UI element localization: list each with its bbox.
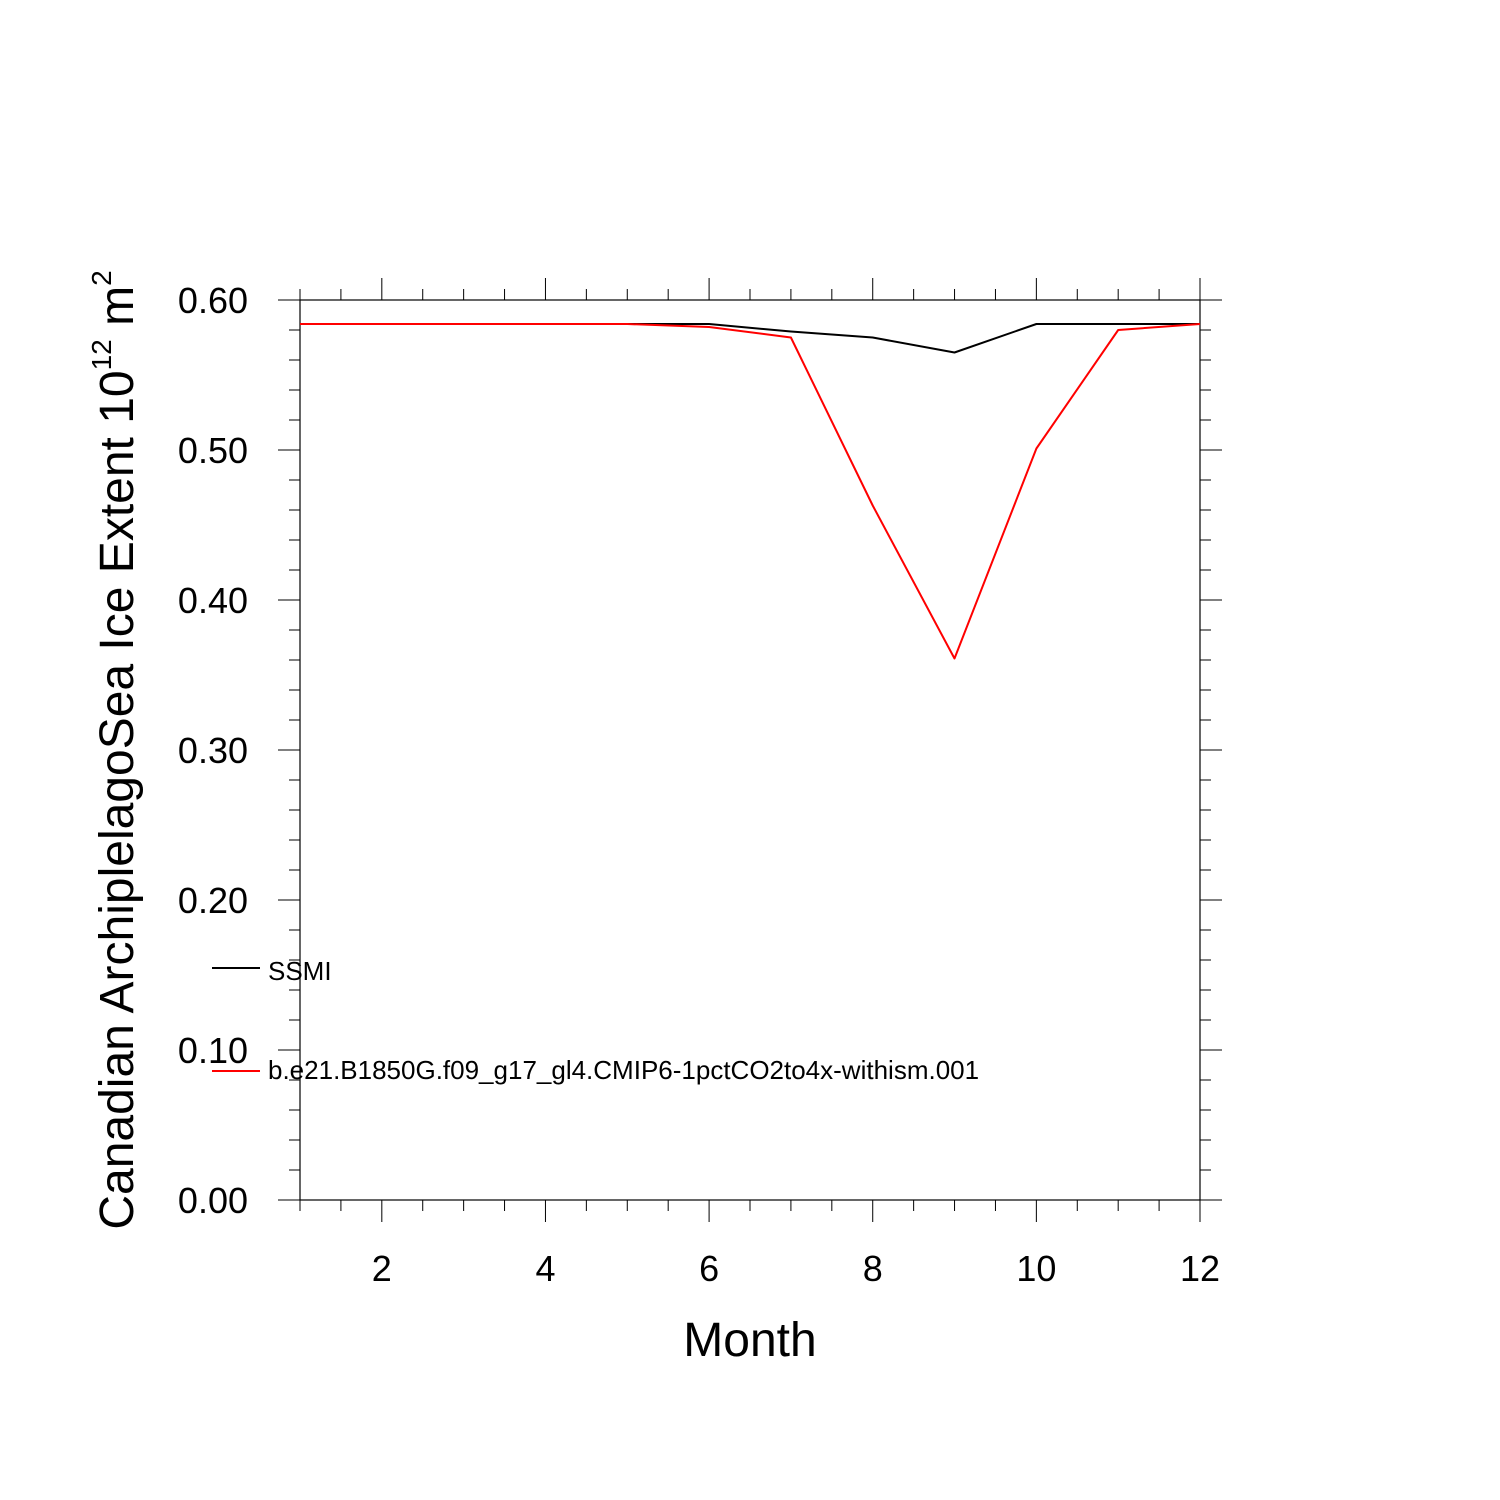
y-axis-title-unit-exponent: 2 (86, 270, 117, 286)
x-tick-label: 10 (1016, 1248, 1056, 1289)
series-lines (300, 323, 1201, 660)
x-axis-title: Month (683, 1314, 816, 1367)
legend-label-model: b.e21.B1850G.f09_g17_gl4.CMIP6-1pctCO2to… (268, 1055, 979, 1085)
series-line-1 (300, 323, 1201, 660)
x-tick-label: 6 (699, 1248, 719, 1289)
y-axis-title-unit: m (91, 286, 144, 326)
plot-frame (299, 299, 1201, 1201)
tick-labels: 2 4 6 8 10 12 0.00 0.10 0.20 0.30 0.40 0.50 0.60 (178, 280, 1220, 1289)
y-tick-label: 0.40 (178, 580, 248, 621)
x-tick-label: 12 (1180, 1248, 1220, 1289)
y-axis-title-text: Canadian ArchiplelagoSea Ice Extent 10 (91, 370, 144, 1229)
y-axis-title: Canadian ArchiplelagoSea Ice Extent 1012… (86, 270, 144, 1229)
axis-ticks (278, 278, 1222, 1222)
y-tick-label: 0.30 (178, 730, 248, 771)
y-tick-label: 0.60 (178, 280, 248, 321)
y-tick-label: 0.10 (178, 1030, 248, 1071)
x-tick-label: 2 (372, 1248, 392, 1289)
y-axis-title-space (91, 326, 144, 339)
legend-label-ssmi: SSMI (268, 956, 332, 986)
y-tick-label: 0.20 (178, 880, 248, 921)
y-tick-label: 0.50 (178, 430, 248, 471)
x-tick-label: 8 (863, 1248, 883, 1289)
legend: SSMI b.e21.B1850G.f09_g17_gl4.CMIP6-1pct… (212, 956, 979, 1085)
y-tick-label: 0.00 (178, 1180, 248, 1221)
y-axis-title-exponent: 12 (86, 339, 117, 370)
series-line-0 (300, 323, 1200, 354)
x-tick-label: 4 (535, 1248, 555, 1289)
